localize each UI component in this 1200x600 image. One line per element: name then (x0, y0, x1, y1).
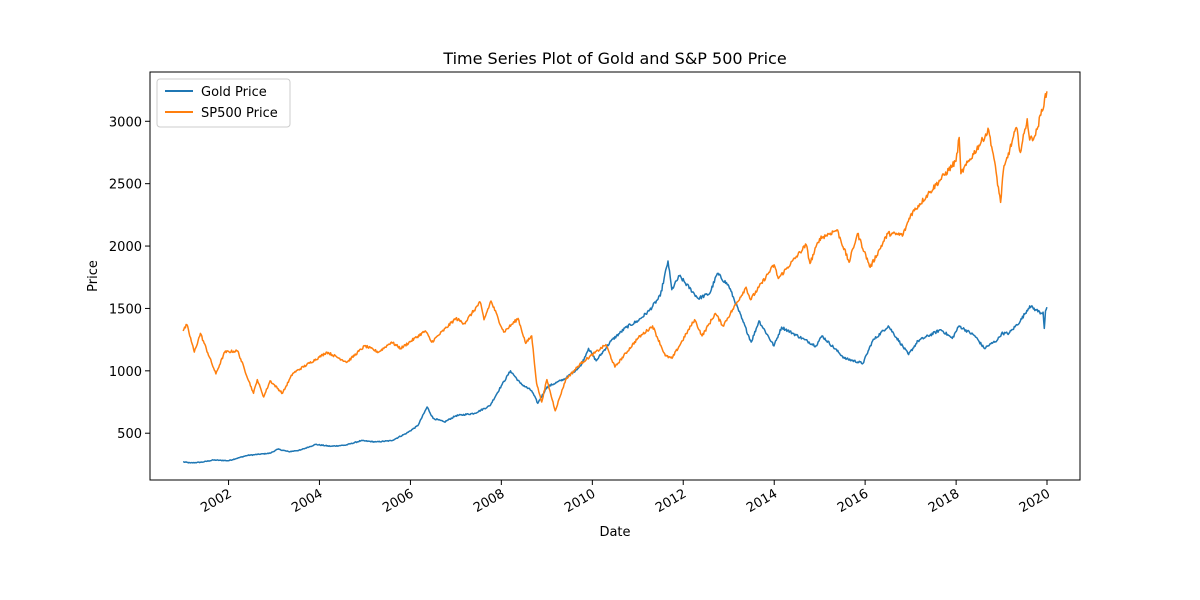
plot-area (149, 71, 1081, 481)
series-line-gold (183, 260, 1048, 464)
y-tick-label: 1500 (109, 302, 142, 317)
legend: Gold Price SP500 Price (156, 78, 291, 128)
y-axis-label: Price (86, 260, 101, 292)
y-axis: 500 1000 1500 2000 2500 3000 (109, 115, 150, 442)
series-line-sp500 (182, 91, 1048, 412)
series-layer (182, 91, 1048, 464)
y-tick-label: 500 (117, 427, 142, 442)
legend-label-gold: Gold Price (201, 85, 267, 100)
chart-title: Time Series Plot of Gold and S&P 500 Pri… (442, 49, 786, 68)
legend-label-sp500: SP500 Price (201, 106, 278, 121)
y-tick-label: 2000 (109, 240, 142, 255)
y-tick-label: 2500 (109, 178, 142, 193)
x-axis-label: Date (599, 525, 630, 540)
y-tick-label: 3000 (109, 115, 142, 130)
y-tick-label: 1000 (109, 365, 142, 380)
